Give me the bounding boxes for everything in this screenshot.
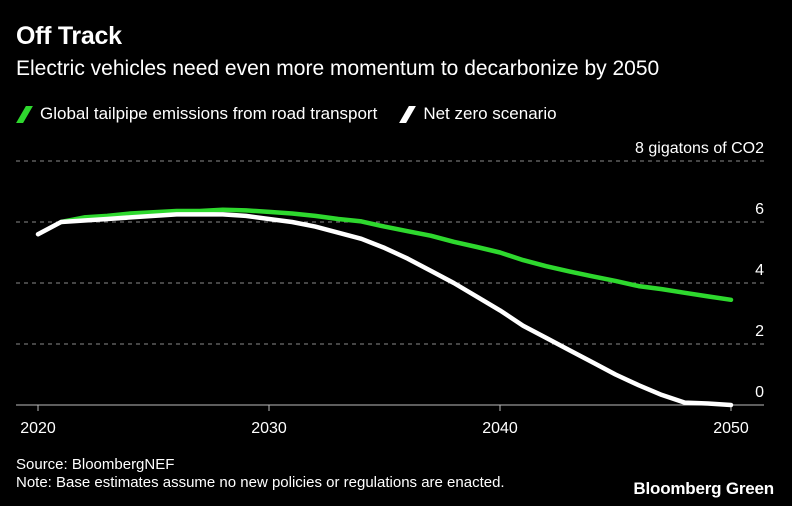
y-tick-label: 4: [755, 262, 764, 279]
series-line-net-zero: [35, 212, 734, 408]
legend-item-net-zero: Net zero scenario: [399, 104, 557, 124]
y-tick-label: 8 gigatons of CO2: [635, 140, 764, 157]
legend: Global tailpipe emissions from road tran…: [16, 104, 581, 124]
footnote: Note: Base estimates assume no new polic…: [16, 474, 505, 491]
chart-title: Off Track: [16, 22, 122, 50]
source-note: Source: BloombergNEF: [16, 456, 175, 473]
legend-label-net-zero: Net zero scenario: [423, 104, 557, 123]
x-tick-label: 2050: [713, 420, 749, 437]
legend-item-emissions: Global tailpipe emissions from road tran…: [16, 104, 378, 124]
legend-label-emissions: Global tailpipe emissions from road tran…: [40, 104, 378, 123]
y-tick-label: 0: [755, 384, 764, 401]
x-tick-label: 2040: [482, 420, 518, 437]
chart-subtitle: Electric vehicles need even more momentu…: [16, 57, 660, 80]
x-tick-label: 2020: [20, 420, 56, 437]
y-tick-label: 2: [755, 323, 764, 340]
series-line-emissions: [58, 207, 734, 303]
y-tick-label: 6: [755, 201, 764, 218]
brand-logo-text: Bloomberg Green: [633, 479, 774, 498]
x-tick-label: 2030: [251, 420, 287, 437]
